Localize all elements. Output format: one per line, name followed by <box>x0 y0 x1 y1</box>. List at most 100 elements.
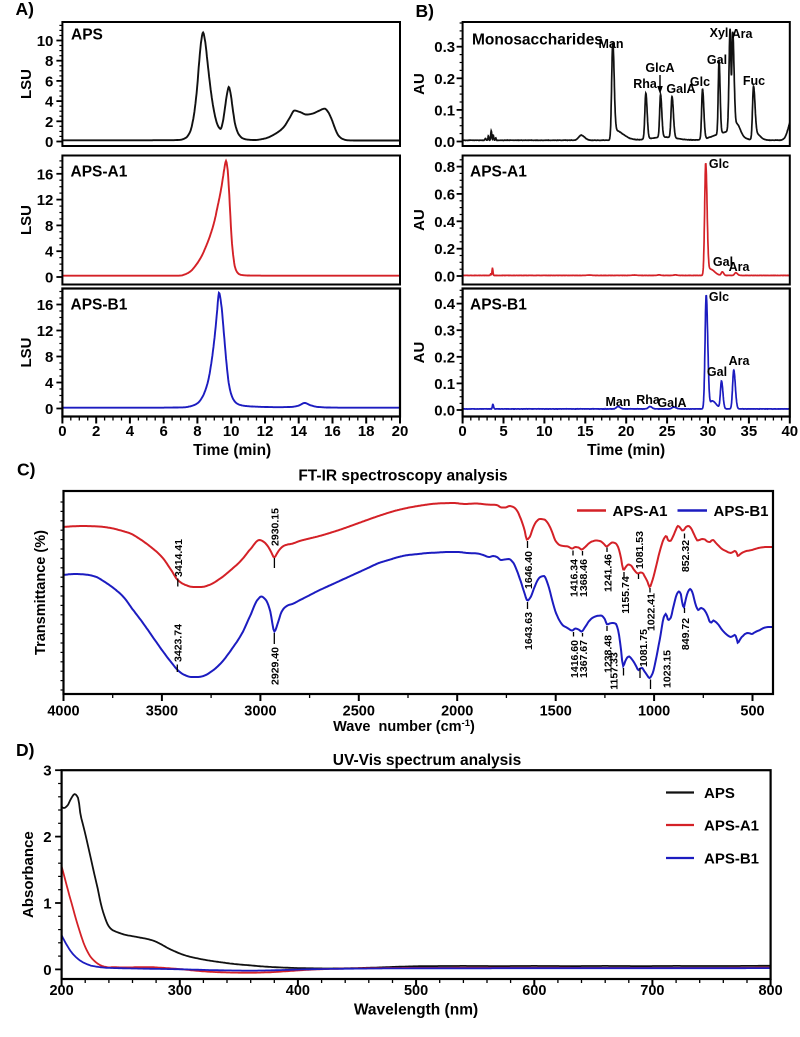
svg-text:3500: 3500 <box>146 704 178 720</box>
svg-text:APS: APS <box>704 785 735 802</box>
svg-text:Rha: Rha <box>636 393 661 407</box>
svg-text:0: 0 <box>45 134 53 151</box>
svg-text:0.2: 0.2 <box>434 71 455 88</box>
svg-text:6: 6 <box>45 73 53 90</box>
svg-text:1367.67: 1367.67 <box>578 640 590 678</box>
svg-text:2: 2 <box>43 829 51 846</box>
svg-text:0.1: 0.1 <box>434 102 455 119</box>
svg-text:Xyl: Xyl <box>710 26 729 40</box>
svg-text:1081.53: 1081.53 <box>634 531 646 569</box>
svg-text:1416.34: 1416.34 <box>569 559 581 597</box>
svg-text:8: 8 <box>193 423 201 440</box>
svg-text:12: 12 <box>37 192 54 209</box>
svg-text:4: 4 <box>126 423 135 440</box>
svg-text:852.32: 852.32 <box>680 540 692 572</box>
svg-text:200: 200 <box>49 983 73 999</box>
svg-text:Time (min): Time (min) <box>587 442 665 459</box>
svg-text:1368.46: 1368.46 <box>578 559 590 597</box>
svg-text:30: 30 <box>700 423 717 440</box>
svg-text:Glc: Glc <box>709 290 729 304</box>
svg-text:APS-B1: APS-B1 <box>714 503 769 520</box>
svg-text:0.4: 0.4 <box>434 214 456 231</box>
svg-text:Absorbance: Absorbance <box>20 831 37 918</box>
svg-text:5: 5 <box>499 423 507 440</box>
svg-text:16: 16 <box>37 297 54 314</box>
svg-text:1241.46: 1241.46 <box>603 554 615 592</box>
svg-text:12: 12 <box>257 423 274 440</box>
svg-text:Wavelength (nm): Wavelength (nm) <box>354 1002 478 1019</box>
svg-text:0: 0 <box>45 270 53 287</box>
svg-text:0: 0 <box>43 962 51 979</box>
svg-text:8: 8 <box>45 218 53 235</box>
svg-text:GlcA: GlcA <box>645 61 674 75</box>
svg-text:14: 14 <box>290 423 307 440</box>
svg-text:Transmittance (%): Transmittance (%) <box>33 530 49 655</box>
svg-text:0.3: 0.3 <box>434 39 455 56</box>
svg-text:GalA: GalA <box>657 396 686 410</box>
svg-text:18: 18 <box>358 423 375 440</box>
svg-text:Time (min): Time (min) <box>193 442 271 459</box>
svg-text:4: 4 <box>45 375 54 392</box>
svg-text:0.8: 0.8 <box>434 159 455 176</box>
svg-text:1416.60: 1416.60 <box>569 640 581 678</box>
svg-text:APS-A1: APS-A1 <box>613 503 668 520</box>
svg-text:2930.15: 2930.15 <box>270 508 282 546</box>
svg-text:AU: AU <box>411 342 428 364</box>
svg-text:APS-A1: APS-A1 <box>470 164 527 181</box>
svg-text:0.0: 0.0 <box>434 269 455 286</box>
svg-text:300: 300 <box>168 983 192 999</box>
svg-text:16: 16 <box>324 423 341 440</box>
svg-text:1646.40: 1646.40 <box>523 551 535 589</box>
svg-text:8: 8 <box>45 53 53 70</box>
svg-text:10: 10 <box>223 423 240 440</box>
svg-text:1500: 1500 <box>540 704 572 720</box>
svg-text:4: 4 <box>45 94 54 111</box>
svg-text:1022.41: 1022.41 <box>646 593 658 631</box>
svg-text:UV-Vis spectrum analysis: UV-Vis spectrum analysis <box>333 752 521 769</box>
svg-text:Man: Man <box>599 37 624 51</box>
svg-text:APS-B1: APS-B1 <box>470 297 527 314</box>
svg-text:Gal: Gal <box>713 255 733 269</box>
svg-text:Man: Man <box>606 395 631 409</box>
svg-text:12: 12 <box>37 323 54 340</box>
svg-text:Gal: Gal <box>707 365 727 379</box>
svg-text:700: 700 <box>640 983 664 999</box>
svg-text:3414.41: 3414.41 <box>173 539 185 577</box>
svg-text:A): A) <box>16 0 34 19</box>
svg-text:2000: 2000 <box>441 704 473 720</box>
svg-text:1000: 1000 <box>638 704 670 720</box>
svg-text:Glc: Glc <box>690 75 710 89</box>
svg-text:0.0: 0.0 <box>434 134 455 151</box>
svg-text:500: 500 <box>404 983 428 999</box>
svg-text:D): D) <box>16 740 34 760</box>
svg-text:2: 2 <box>92 423 100 440</box>
svg-text:0.2: 0.2 <box>434 349 455 366</box>
svg-text:APS-B1: APS-B1 <box>704 851 759 868</box>
svg-text:Fuc: Fuc <box>743 74 765 88</box>
svg-text:600: 600 <box>522 983 546 999</box>
svg-text:400: 400 <box>286 983 310 999</box>
svg-text:500: 500 <box>740 704 764 720</box>
svg-text:B): B) <box>416 1 434 21</box>
svg-text:0.3: 0.3 <box>434 323 455 340</box>
svg-text:APS-A1: APS-A1 <box>704 818 759 835</box>
svg-text:0.1: 0.1 <box>434 376 455 393</box>
svg-text:APS-A1: APS-A1 <box>71 164 128 181</box>
svg-text:10: 10 <box>37 33 54 50</box>
svg-text:4000: 4000 <box>47 704 79 720</box>
svg-text:800: 800 <box>758 983 782 999</box>
svg-text:849.72: 849.72 <box>680 618 692 650</box>
svg-text:1155.74: 1155.74 <box>620 576 632 614</box>
svg-text:LSU: LSU <box>18 338 35 368</box>
svg-text:APS: APS <box>71 27 103 44</box>
svg-text:Ara: Ara <box>729 354 751 368</box>
svg-text:Rha: Rha <box>633 77 658 91</box>
svg-text:1238.48: 1238.48 <box>603 635 615 673</box>
svg-text:4: 4 <box>45 244 54 261</box>
svg-text:0.2: 0.2 <box>434 241 455 258</box>
svg-text:6: 6 <box>160 423 168 440</box>
svg-text:0: 0 <box>45 401 53 418</box>
svg-text:FT-IR spectroscopy analysis: FT-IR spectroscopy analysis <box>298 468 507 485</box>
svg-text:Ara: Ara <box>732 27 754 41</box>
svg-text:Monosaccharides: Monosaccharides <box>472 32 603 49</box>
